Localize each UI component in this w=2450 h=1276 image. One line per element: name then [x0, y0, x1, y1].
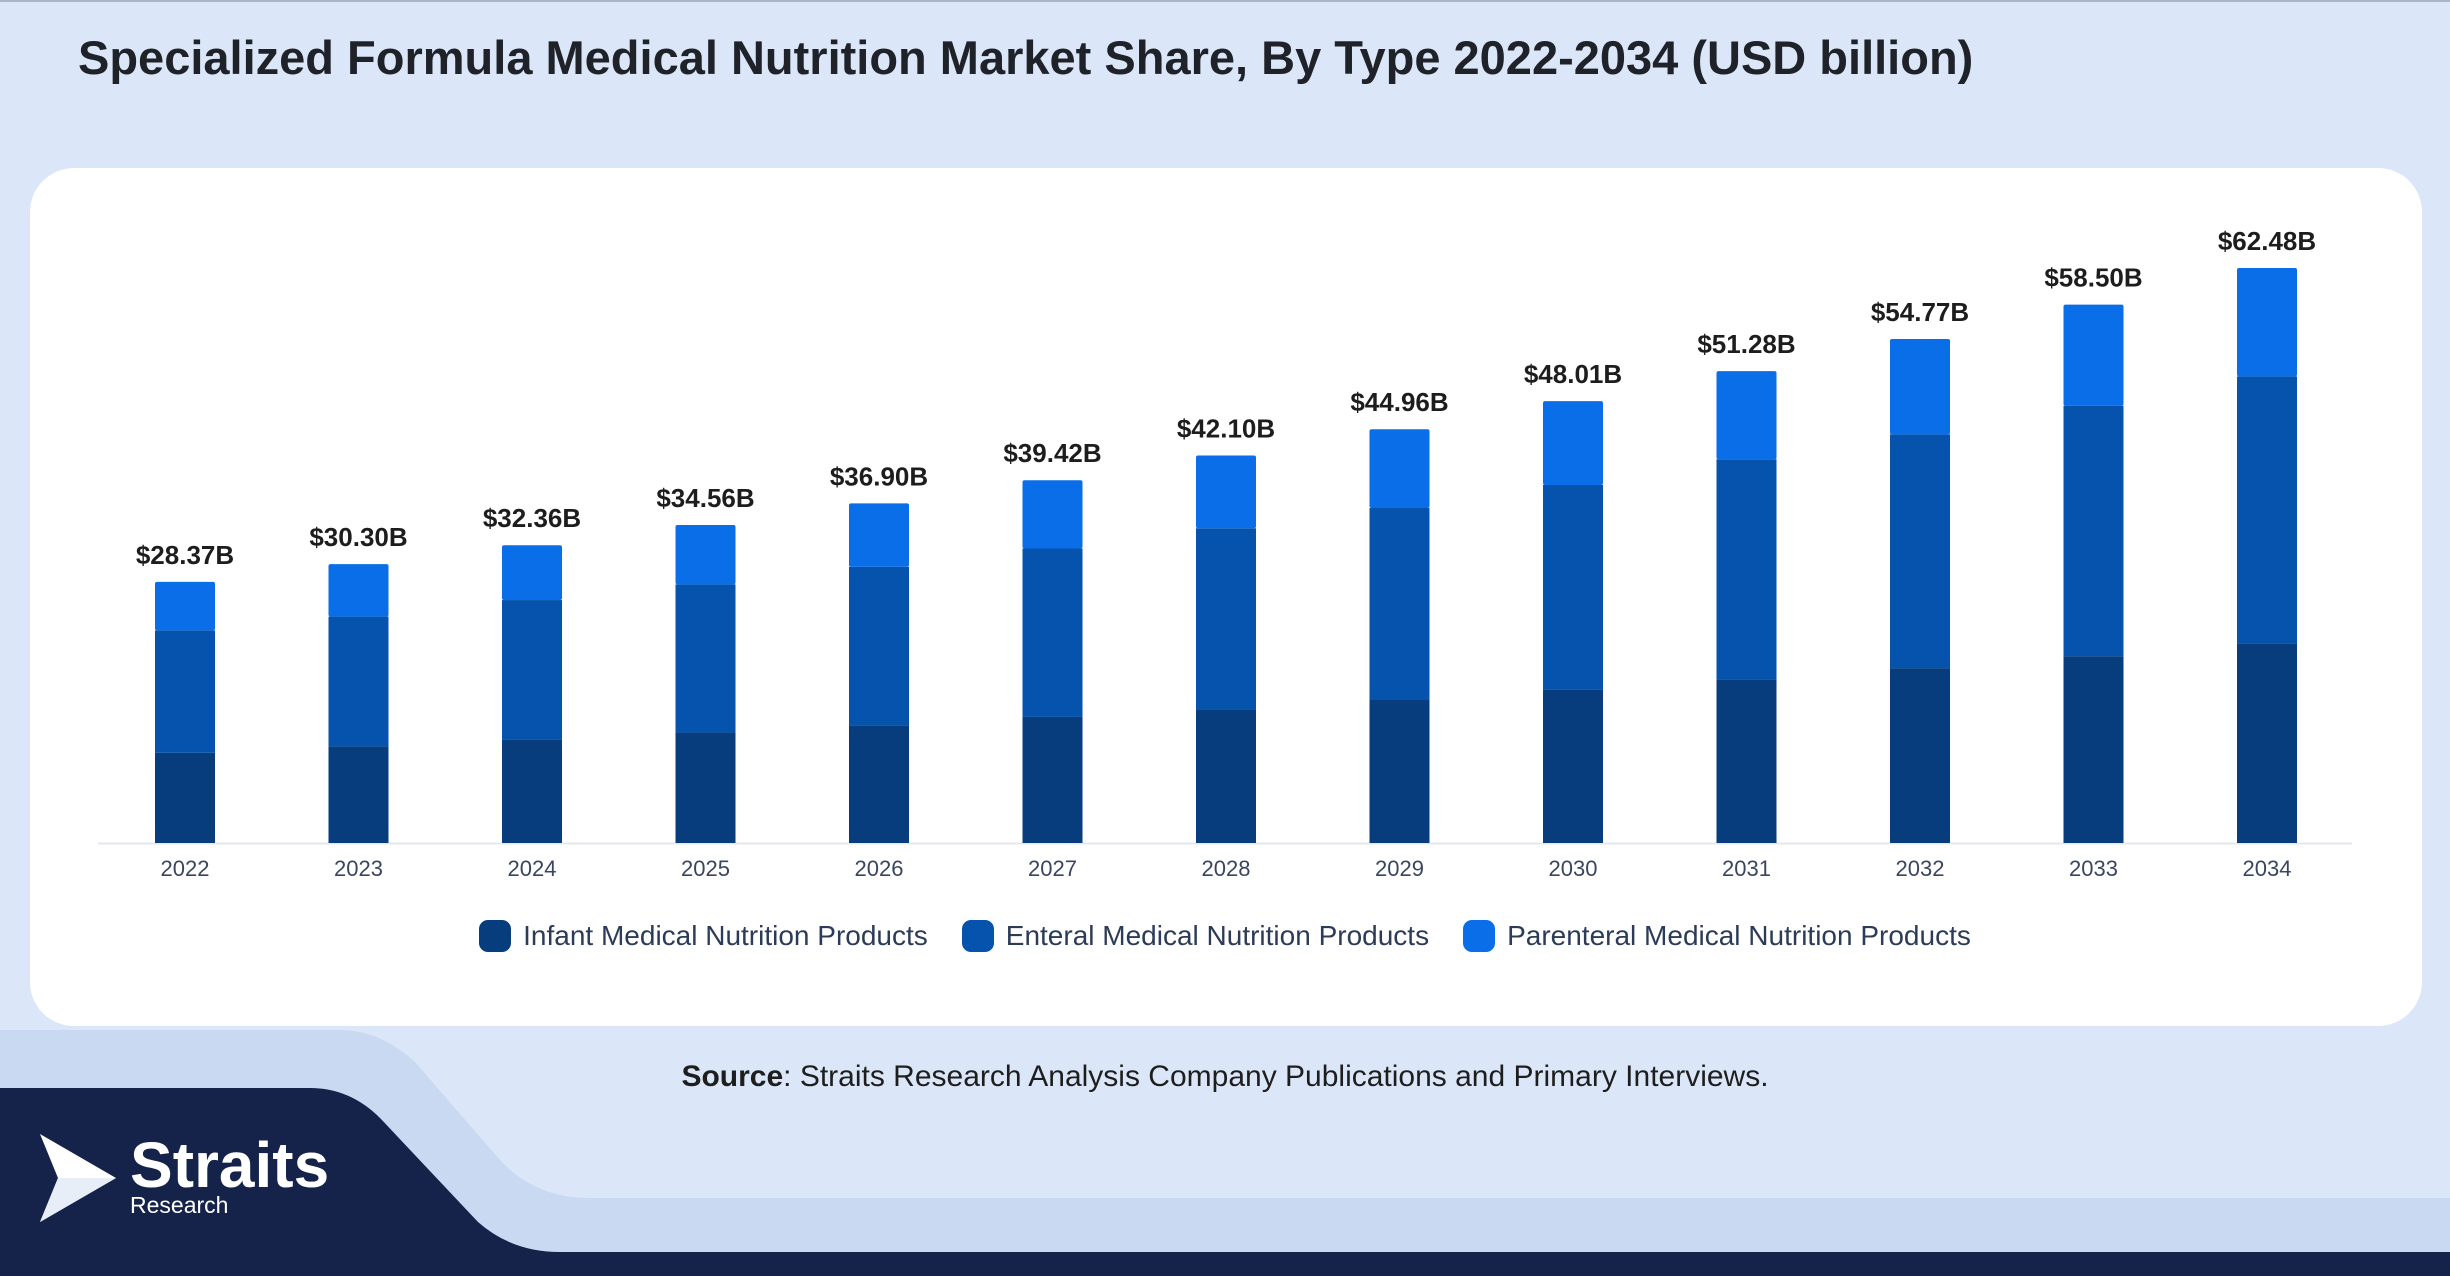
bar-segment — [1196, 455, 1256, 529]
bar-segment — [1022, 716, 1083, 843]
x-tick-label: 2032 — [1896, 856, 1945, 881]
light-wave-band — [0, 1030, 2450, 1276]
brand-name: Straits — [130, 1129, 330, 1201]
x-tick-label: 2024 — [508, 856, 557, 881]
straits-logo-icon — [40, 1134, 116, 1222]
x-tick-label: 2029 — [1375, 856, 1424, 881]
bar-segment — [2063, 656, 2124, 843]
total-value-label: $42.10B — [1177, 414, 1275, 444]
x-tick-label: 2030 — [1549, 856, 1598, 881]
total-value-label: $30.30B — [309, 522, 407, 552]
bar-segment — [328, 564, 389, 617]
bar-segment — [2237, 376, 2297, 644]
bar-segment — [2063, 304, 2124, 406]
x-tick-label: 2023 — [334, 856, 383, 881]
total-value-label: $58.50B — [2044, 263, 2142, 293]
total-value-label: $34.56B — [656, 483, 754, 513]
legend-swatch — [1463, 920, 1496, 952]
bar-segment — [2237, 268, 2297, 377]
bar-segment — [328, 746, 389, 843]
total-value-label: $32.36B — [483, 503, 581, 533]
bar-segment — [675, 584, 736, 733]
bar-segment — [1543, 401, 1603, 486]
bar-segment — [328, 616, 389, 747]
bar-segment — [1890, 338, 1950, 435]
bar-segment — [1716, 679, 1777, 843]
bar-segment — [502, 600, 562, 740]
source-note: Source: Straits Research Analysis Compan… — [0, 1060, 2450, 1094]
bar-segment — [1022, 480, 1083, 549]
bar-segment — [502, 545, 562, 601]
x-tick-label: 2022 — [161, 856, 210, 881]
legend-label: Enteral Medical Nutrition Products — [1005, 920, 1430, 951]
x-tick-label: 2033 — [2069, 856, 2118, 881]
total-value-label: $28.37B — [136, 540, 234, 570]
top-border — [0, 0, 2450, 2]
bar-segment — [849, 725, 909, 843]
bar-segment — [1716, 371, 1777, 460]
bar-segment — [2237, 643, 2297, 843]
bar-segment — [1890, 668, 1950, 843]
total-value-label: $39.42B — [1003, 438, 1101, 468]
bar-segment — [502, 739, 562, 843]
total-value-label: $54.77B — [1871, 297, 1969, 327]
bar-segment — [675, 732, 736, 843]
source-text: : Straits Research Analysis Company Publ… — [783, 1060, 1769, 1093]
bar-segment — [1196, 709, 1256, 843]
bar-segment — [2063, 405, 2124, 657]
bar-segment — [155, 581, 215, 631]
bar-segment — [1543, 689, 1603, 843]
bar-segment — [1890, 434, 1950, 669]
navy-footer-shape — [0, 1088, 2450, 1276]
x-tick-label: 2034 — [2243, 856, 2292, 881]
x-tick-label: 2025 — [681, 856, 730, 881]
total-value-label: $62.48B — [2218, 226, 2316, 256]
chart-title: Specialized Formula Medical Nutrition Ma… — [78, 31, 1974, 84]
legend-item: Enteral Medical Nutrition Products — [961, 920, 1430, 952]
bar-segment — [1369, 508, 1430, 700]
source-label: Source — [681, 1060, 784, 1093]
total-value-label: $36.90B — [830, 461, 928, 491]
bar-segment — [1543, 485, 1603, 690]
total-value-label: $44.96B — [1350, 387, 1448, 417]
bar-segment — [1022, 548, 1083, 717]
bar-segment — [155, 630, 215, 753]
bar-segment — [1369, 699, 1430, 843]
bar-segment — [675, 524, 736, 585]
legend-item: Infant Medical Nutrition Products — [479, 920, 928, 952]
bar-segment — [849, 566, 909, 726]
bar-segment — [1369, 429, 1430, 509]
bar-segment — [155, 752, 215, 843]
x-tick-label: 2031 — [1722, 856, 1771, 881]
bar-segment — [1196, 528, 1256, 710]
bar-segment — [849, 503, 909, 567]
legend-label: Infant Medical Nutrition Products — [523, 920, 928, 951]
chart-legend: Infant Medical Nutrition Products Enteral… — [0, 920, 2450, 952]
total-value-label: $48.01B — [1524, 359, 1622, 389]
x-tick-label: 2028 — [1202, 856, 1251, 881]
legend-label: Parenteral Medical Nutrition Products — [1507, 920, 1971, 951]
legend-swatch — [479, 920, 512, 952]
legend-item: Parenteral Medical Nutrition Products — [1463, 920, 1971, 952]
x-tick-label: 2026 — [855, 856, 904, 881]
x-tick-label: 2027 — [1028, 856, 1077, 881]
total-value-label: $51.28B — [1697, 329, 1795, 359]
brand-subtitle: Research — [130, 1192, 229, 1218]
bar-segment — [1716, 459, 1777, 680]
legend-swatch — [961, 920, 994, 952]
